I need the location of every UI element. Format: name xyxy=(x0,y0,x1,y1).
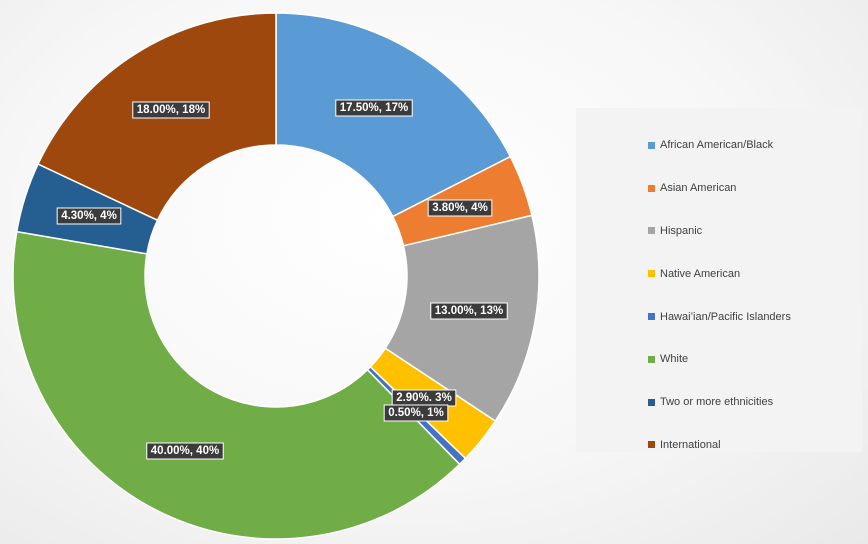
data-label-box-7 xyxy=(132,101,210,119)
data-label-7: 18.00%, 18% xyxy=(132,101,210,119)
slices-group xyxy=(12,12,540,540)
data-label-0: 17.50%, 17% xyxy=(335,99,413,117)
data-label-text-1: 3.80%, 4% xyxy=(432,202,488,214)
legend-item: Asian American xyxy=(576,167,862,210)
legend-item: Hawai’ian/Pacific Islanders xyxy=(576,295,862,338)
data-label-box-6 xyxy=(56,207,122,225)
data-label-text-5: 40.00%, 40% xyxy=(151,445,219,457)
data-label-box-1 xyxy=(427,199,493,217)
chart-legend: African American/Black Asian American Hisp… xyxy=(576,108,862,452)
data-label-text-0: 17.50%, 17% xyxy=(340,102,408,114)
data-label-text-7: 18.00%, 18% xyxy=(137,104,205,116)
data-label-text-6: 4.30%, 4% xyxy=(61,210,117,222)
slice-5 xyxy=(12,230,461,540)
legend-item: White xyxy=(576,338,862,381)
legend-item: Hispanic xyxy=(576,210,862,253)
legend-swatch xyxy=(648,227,655,235)
legend-item: International xyxy=(576,424,862,467)
data-label-3: 2.90%. 3% xyxy=(391,389,457,407)
data-label-box-5 xyxy=(146,442,224,460)
legend-label: Native American xyxy=(660,267,741,280)
data-label-4: 0.50%, 1% xyxy=(383,404,449,422)
data-label-box-2 xyxy=(430,302,508,320)
data-label-1: 3.80%, 4% xyxy=(427,199,493,217)
legend-swatch xyxy=(648,184,655,192)
legend-item: Two or more ethnicities xyxy=(576,381,862,424)
data-label-2: 13.00%, 13% xyxy=(430,302,508,320)
legend-swatch xyxy=(648,313,655,321)
data-label-5: 40.00%, 40% xyxy=(146,442,224,460)
data-label-text-3: 2.90%. 3% xyxy=(396,392,452,404)
legend-item: Native American xyxy=(576,252,862,295)
legend-swatch xyxy=(648,398,655,406)
legend-label: White xyxy=(660,353,689,366)
data-label-text-4: 0.50%, 1% xyxy=(388,407,444,419)
legend-swatch xyxy=(648,141,655,149)
legend-label: International xyxy=(660,438,721,451)
legend-item: African American/Black xyxy=(576,124,862,167)
data-label-text-2: 13.00%, 13% xyxy=(435,305,503,317)
data-labels-group: 17.50%, 17% 3.80%, 4% 13.00%, 13% 2.90%. 3%… xyxy=(56,99,508,460)
legend-swatch xyxy=(648,355,655,363)
legend-label: Hawai’ian/Pacific Islanders xyxy=(660,310,791,323)
data-label-box-0 xyxy=(335,99,413,117)
legend-label: Two or more ethnicities xyxy=(660,396,774,409)
legend-swatch xyxy=(648,270,655,278)
legend-swatch xyxy=(648,441,655,449)
data-label-box-4 xyxy=(383,404,449,422)
legend-label: Asian American xyxy=(660,182,737,195)
legend-label: African American/Black xyxy=(660,139,774,152)
legend-label: Hispanic xyxy=(660,224,703,237)
data-label-6: 4.30%, 4% xyxy=(56,207,122,225)
